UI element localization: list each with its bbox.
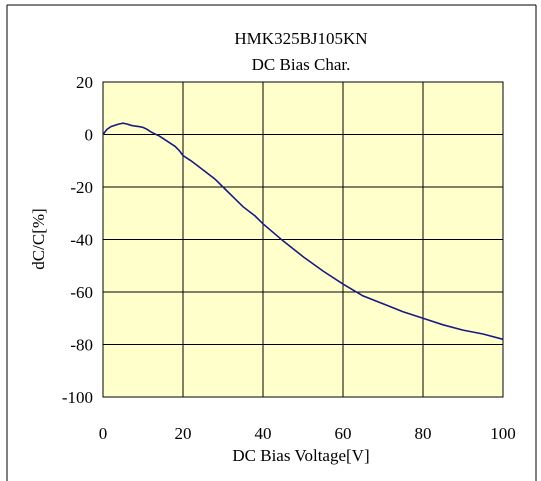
x-tick-label: 100 [490,424,516,443]
y-tick-label: -80 [70,336,93,355]
series-line [102,122,504,341]
x-tick-label: 40 [255,424,272,443]
y-axis-ticks: 20 0 -20 -40 -60 -80 -100 [62,73,93,407]
x-tick-label: 20 [175,424,192,443]
grid-lines [103,82,503,397]
y-tick-label: -100 [62,388,93,407]
x-axis-label: DC Bias Voltage[V] [232,446,369,465]
x-tick-label: 0 [99,424,108,443]
y-tick-label: -20 [70,178,93,197]
y-axis-label: dC/C[%] [29,208,48,269]
chart-subtitle: DC Bias Char. [252,55,351,74]
x-tick-label: 60 [335,424,352,443]
y-tick-label: 20 [76,73,93,92]
x-tick-label: 80 [415,424,432,443]
x-axis-ticks: 0 20 40 60 80 100 [99,424,516,443]
y-tick-label: -40 [70,231,93,250]
chart-border [6,4,537,481]
y-tick-label: 0 [85,126,94,145]
y-tick-label: -60 [70,283,93,302]
chart-title: HMK325BJ105KN [234,29,367,48]
